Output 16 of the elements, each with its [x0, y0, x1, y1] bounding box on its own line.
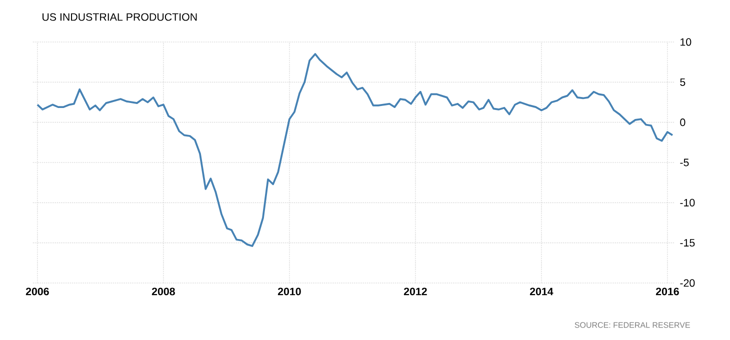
x-tick-label: 2014 — [530, 288, 554, 296]
y-tick-label: -10 — [680, 198, 695, 206]
x-tick-label: 2008 — [152, 288, 175, 296]
line-series — [36, 53, 674, 247]
y-tick-label: -5 — [680, 158, 689, 166]
source-note: SOURCE: FEDERAL RESERVE — [574, 322, 690, 328]
chart-title: US INDUSTRIAL PRODUCTION — [42, 13, 197, 21]
x-tick-label: 2006 — [26, 288, 49, 296]
y-tick-label: 0 — [680, 118, 686, 126]
y-tick-label: -20 — [680, 279, 695, 287]
y-tick-label: -15 — [680, 239, 695, 247]
y-tick-label: 10 — [680, 38, 692, 46]
x-tick-label: 2016 — [656, 288, 679, 296]
x-tick-label: 2012 — [404, 288, 427, 296]
x-tick-label: 2010 — [278, 288, 301, 296]
y-tick-label: 5 — [680, 78, 686, 86]
